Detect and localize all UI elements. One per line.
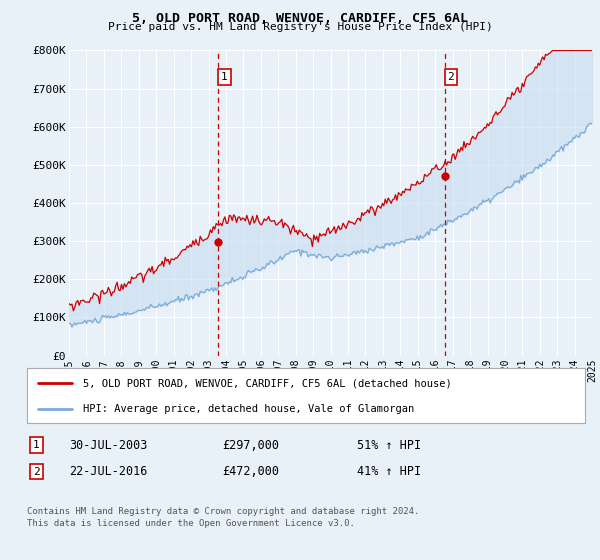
Text: 2: 2 [448,72,454,82]
Text: £297,000: £297,000 [222,438,279,452]
Text: £472,000: £472,000 [222,465,279,478]
Text: 5, OLD PORT ROAD, WENVOE, CARDIFF, CF5 6AL: 5, OLD PORT ROAD, WENVOE, CARDIFF, CF5 6… [132,12,468,25]
Text: Contains HM Land Registry data © Crown copyright and database right 2024.
This d: Contains HM Land Registry data © Crown c… [27,507,419,528]
Text: HPI: Average price, detached house, Vale of Glamorgan: HPI: Average price, detached house, Vale… [83,404,414,414]
Text: 1: 1 [33,440,40,450]
Text: 1: 1 [221,72,228,82]
Text: 30-JUL-2003: 30-JUL-2003 [69,438,148,452]
Text: 51% ↑ HPI: 51% ↑ HPI [357,438,421,452]
Text: 22-JUL-2016: 22-JUL-2016 [69,465,148,478]
Text: 5, OLD PORT ROAD, WENVOE, CARDIFF, CF5 6AL (detached house): 5, OLD PORT ROAD, WENVOE, CARDIFF, CF5 6… [83,379,452,388]
Text: 41% ↑ HPI: 41% ↑ HPI [357,465,421,478]
Text: 2: 2 [33,466,40,477]
Text: Price paid vs. HM Land Registry's House Price Index (HPI): Price paid vs. HM Land Registry's House … [107,22,493,32]
